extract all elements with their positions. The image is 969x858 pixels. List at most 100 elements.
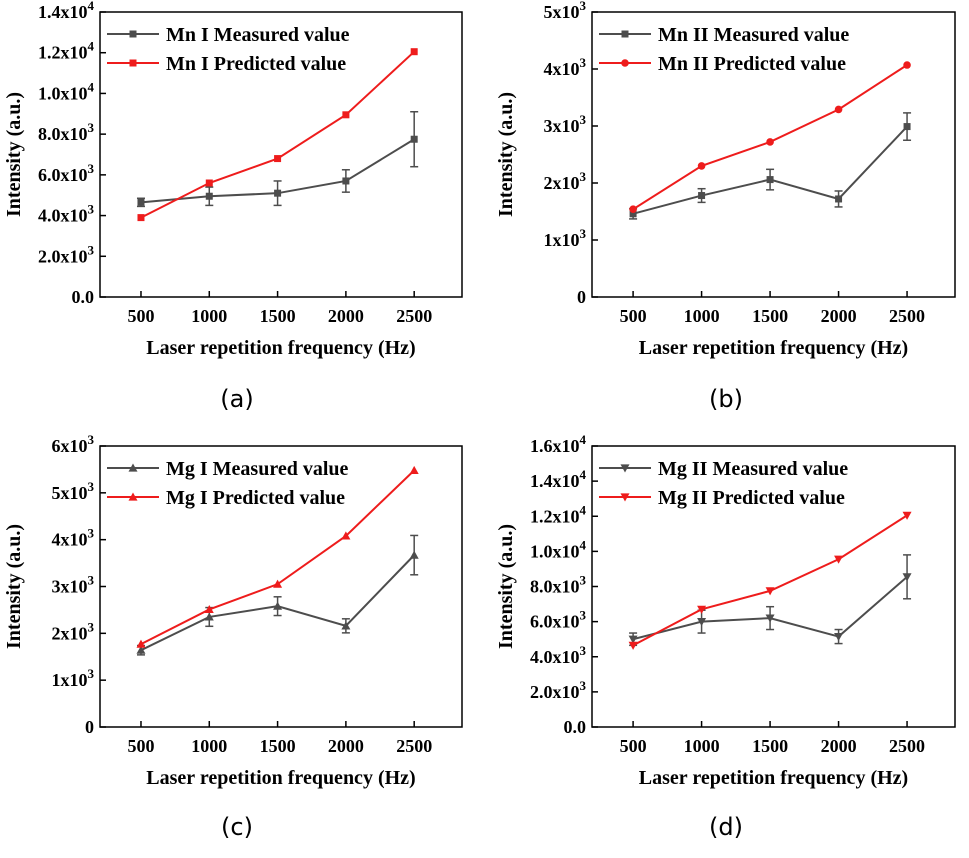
y-tick-label: 0 (577, 287, 586, 307)
data-point (342, 111, 350, 119)
x-tick-label: 1000 (684, 736, 720, 756)
y-tick-label: 6x103 (52, 432, 95, 456)
y-tick-label: 1.6x104 (530, 432, 587, 456)
y-tick-label: 0.0 (72, 287, 95, 307)
x-tick-label: 2500 (396, 306, 432, 326)
x-tick-label: 1000 (191, 736, 227, 756)
data-point (835, 195, 843, 203)
chart-panel-2: 0 1x103 2x103 3x103 4x103 5x103 500 1000 1500 200… (495, 0, 956, 413)
series-2 (628, 511, 912, 650)
x-tick-label: 500 (127, 736, 154, 756)
data-point (628, 635, 638, 644)
y-axis-title: Intensity (a.u.) (3, 524, 25, 649)
x-tick-label: 1000 (191, 306, 227, 326)
x-tick-label: 2500 (889, 306, 925, 326)
legend-marker (129, 59, 137, 67)
data-point (902, 573, 912, 582)
legend-label: Mg I Measured value (166, 458, 349, 480)
panel-label: (a) (220, 385, 253, 413)
data-point (765, 614, 775, 623)
series-1 (136, 111, 419, 208)
legend: Mn II Measured value Mn II Predicted valu… (599, 24, 849, 75)
x-axis-title: Laser repetition frequency (Hz) (639, 337, 908, 359)
x-axis-title: Laser repetition frequency (Hz) (639, 767, 908, 789)
y-tick-label: 1.2x104 (530, 502, 587, 526)
legend-label: Mn II Predicted value (658, 53, 846, 75)
y-tick-label: 1.0x104 (38, 79, 95, 103)
x-tick-label: 500 (620, 306, 647, 326)
panel-label: (c) (221, 813, 253, 841)
y-tick-label: 2.0x103 (530, 678, 587, 702)
data-point (834, 555, 844, 564)
data-point (341, 531, 351, 540)
legend-label: Mg II Measured value (658, 458, 848, 480)
legend-marker (621, 59, 629, 67)
y-tick-label: 3x103 (52, 573, 95, 597)
y-axis-title: Intensity (a.u.) (495, 92, 517, 217)
series-2 (629, 61, 911, 214)
y-tick-label: 6.0x103 (530, 608, 587, 632)
x-tick-label: 2000 (328, 736, 364, 756)
x-tick-label: 2500 (396, 736, 432, 756)
legend-label: Mg I Predicted value (166, 487, 345, 509)
data-point (766, 176, 774, 184)
data-point (204, 604, 214, 614)
plot-frame (99, 11, 463, 298)
data-point (765, 587, 775, 596)
x-tick-label: 2000 (821, 736, 857, 756)
data-point (409, 550, 419, 559)
data-point (274, 189, 282, 197)
series-1 (628, 554, 912, 647)
data-point (629, 210, 637, 218)
data-point (766, 138, 774, 146)
legend-label: Mn I Predicted value (166, 53, 346, 75)
legend-label: Mn I Measured value (166, 24, 350, 46)
series-2 (136, 465, 419, 648)
data-point (274, 155, 282, 163)
x-tick-label: 2500 (889, 736, 925, 756)
x-tick-label: 1500 (260, 736, 296, 756)
y-tick-label: 2.0x103 (38, 242, 95, 266)
x-tick-label: 1000 (684, 306, 720, 326)
legend: Mg I Measured value Mg I Predicted value (107, 458, 349, 509)
data-point (273, 601, 283, 610)
legend-label: Mg II Predicted value (658, 487, 845, 509)
y-axis-title: Intensity (a.u.) (495, 524, 517, 649)
y-tick-label: 5x103 (52, 479, 95, 503)
data-point (136, 645, 146, 654)
legend: Mg II Measured value Mg II Predicted valu… (599, 458, 848, 509)
legend-marker (128, 463, 138, 472)
data-point (136, 639, 146, 648)
y-tick-label: 1.4x104 (530, 467, 587, 491)
x-tick-label: 500 (127, 306, 154, 326)
data-point (205, 179, 213, 187)
data-point (273, 579, 283, 588)
legend-marker (620, 464, 630, 473)
y-tick-label: 8.0x103 (530, 573, 587, 597)
data-point (834, 105, 843, 114)
series-2 (137, 48, 418, 222)
data-point (902, 511, 912, 520)
x-tick-label: 1500 (752, 306, 788, 326)
x-tick-label: 500 (620, 736, 647, 756)
panel-label: (b) (709, 385, 743, 413)
y-tick-label: 0.0 (564, 717, 587, 737)
y-tick-label: 5x103 (544, 0, 587, 22)
y-tick-label: 1.4x104 (38, 0, 95, 22)
chart-panel-4: 0.0 2.0x103 4.0x103 6.0x103 8.0x103 1.0x104 1.… (495, 432, 956, 841)
x-tick-label: 1500 (752, 736, 788, 756)
data-point (410, 48, 418, 56)
x-tick-label: 1500 (260, 306, 296, 326)
data-point (409, 465, 419, 474)
data-point (137, 214, 145, 222)
y-tick-label: 1.2x104 (38, 39, 95, 63)
legend-marker (620, 493, 630, 502)
data-point (410, 135, 418, 143)
legend: Mn I Measured value Mn I Predicted value (107, 24, 350, 75)
data-point (834, 632, 844, 642)
chart-panel-1: 0.0 2.0x103 4.0x103 6.0x103 8.0x103 1.0x104 1.… (3, 0, 463, 413)
x-axis-title: Laser repetition frequency (Hz) (146, 767, 415, 789)
y-tick-label: 1.0x104 (530, 537, 587, 561)
y-tick-label: 4x103 (52, 526, 95, 550)
